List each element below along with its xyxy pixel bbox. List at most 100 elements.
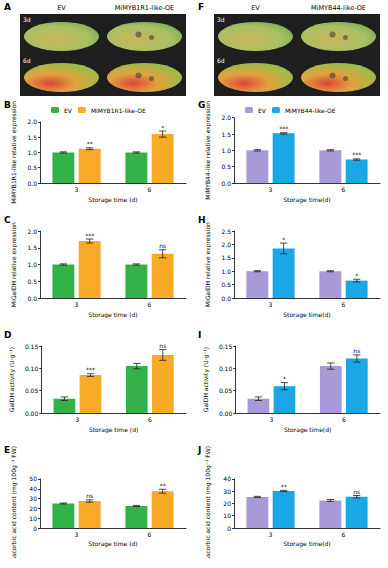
svg-text:6: 6 (342, 301, 346, 308)
svg-text:6: 6 (148, 416, 152, 423)
svg-text:3: 3 (75, 186, 79, 193)
svg-text:3d: 3d (217, 16, 225, 23)
svg-text:***: *** (86, 366, 95, 373)
svg-text:Storage time (d): Storage time (d) (89, 426, 138, 434)
svg-text:0.5: 0.5 (221, 281, 231, 288)
svg-text:10: 10 (223, 512, 231, 519)
svg-text:I: I (198, 330, 201, 340)
svg-text:MiMYB1R1-like-OE: MiMYB1R1-like-OE (91, 107, 146, 114)
svg-text:***: *** (352, 151, 361, 158)
svg-text:*: * (161, 124, 164, 131)
svg-text:1.0: 1.0 (221, 147, 231, 154)
svg-text:MiMYB44-like relative expressi: MiMYB44-like relative expression (204, 101, 212, 200)
svg-text:Storage time (d): Storage time (d) (88, 311, 137, 319)
svg-text:3: 3 (269, 301, 273, 308)
svg-text:0.0: 0.0 (27, 295, 37, 302)
svg-text:***: *** (85, 232, 94, 239)
svg-text:1.5: 1.5 (221, 254, 231, 261)
svg-text:6d: 6d (23, 57, 31, 64)
svg-text:30: 30 (29, 495, 37, 502)
svg-text:0.5: 0.5 (27, 278, 37, 285)
svg-text:Storage time (d): Storage time (d) (88, 196, 137, 204)
svg-text:1.5: 1.5 (27, 134, 37, 141)
svg-text:Ascorbic acid content (mg·100g: Ascorbic acid content (mg·100g⁻¹ FW) (10, 446, 18, 558)
svg-text:1.5: 1.5 (27, 244, 37, 251)
svg-text:6: 6 (342, 186, 346, 193)
svg-text:ns: ns (159, 242, 166, 249)
svg-text:ns: ns (353, 488, 360, 495)
svg-text:3: 3 (76, 416, 80, 423)
svg-text:1.5: 1.5 (221, 131, 231, 138)
svg-text:6: 6 (148, 301, 152, 308)
svg-text:0.05: 0.05 (219, 387, 233, 394)
svg-text:Storage time(d): Storage time(d) (283, 540, 330, 548)
svg-text:Storage time(d): Storage time(d) (284, 426, 331, 434)
svg-text:1.0: 1.0 (27, 261, 37, 268)
svg-text:GalDH activity (U·g⁻¹): GalDH activity (U·g⁻¹) (8, 347, 16, 412)
svg-text:D: D (4, 330, 11, 340)
svg-text:EV: EV (57, 4, 66, 12)
svg-text:*: * (283, 375, 286, 382)
svg-text:**: ** (87, 140, 93, 147)
svg-text:6: 6 (148, 186, 152, 193)
svg-text:0.10: 0.10 (25, 365, 39, 372)
svg-text:EV: EV (258, 107, 267, 114)
svg-text:0: 0 (33, 525, 37, 532)
svg-text:2.5: 2.5 (221, 228, 231, 235)
svg-text:**: ** (160, 482, 166, 489)
svg-text:10: 10 (29, 515, 37, 522)
svg-text:50: 50 (29, 475, 37, 482)
svg-text:3: 3 (270, 416, 274, 423)
svg-text:3: 3 (269, 531, 273, 538)
svg-text:ns: ns (86, 492, 93, 499)
svg-text:20: 20 (223, 500, 231, 507)
svg-text:0.05: 0.05 (25, 387, 39, 394)
svg-text:*: * (282, 236, 285, 243)
svg-text:1.0: 1.0 (27, 149, 37, 156)
svg-text:EV: EV (64, 107, 73, 114)
svg-text:1.0: 1.0 (221, 268, 231, 275)
svg-text:3: 3 (75, 301, 79, 308)
svg-text:30: 30 (223, 488, 231, 495)
svg-text:Storage time(d): Storage time(d) (283, 311, 330, 319)
svg-text:0.00: 0.00 (219, 410, 233, 417)
svg-text:40: 40 (29, 485, 37, 492)
svg-text:20: 20 (29, 505, 37, 512)
svg-text:0.15: 0.15 (25, 343, 39, 350)
svg-text:EV: EV (251, 4, 260, 12)
svg-text:MiMYB1R1-like relative express: MiMYB1R1-like relative expression (10, 101, 18, 204)
svg-text:*: * (355, 272, 358, 279)
svg-text:MiMYB1R1-like-OE: MiMYB1R1-like-OE (115, 4, 174, 12)
svg-text:2.0: 2.0 (27, 228, 37, 235)
svg-text:0.5: 0.5 (221, 163, 231, 170)
svg-text:MiGalDH relative expression: MiGalDH relative expression (10, 222, 18, 307)
svg-text:MiGalDH relative expression: MiGalDH relative expression (204, 222, 212, 307)
svg-text:0.0: 0.0 (27, 180, 37, 187)
svg-text:ns: ns (353, 347, 360, 354)
svg-text:Storage time(d): Storage time(d) (283, 196, 330, 204)
svg-text:F: F (198, 2, 204, 12)
svg-text:Storage time (d): Storage time (d) (88, 540, 137, 548)
svg-text:6: 6 (148, 531, 152, 538)
svg-text:0.15: 0.15 (219, 343, 233, 350)
svg-text:Ascorbic acid content (mg·100g: Ascorbic acid content (mg·100g⁻¹ FW) (204, 446, 212, 558)
svg-text:**: ** (281, 483, 287, 490)
svg-text:2.0: 2.0 (221, 241, 231, 248)
svg-text:0: 0 (227, 525, 231, 532)
svg-text:0.5: 0.5 (27, 164, 37, 171)
svg-text:GalDH activity (U·g⁻¹): GalDH activity (U·g⁻¹) (202, 347, 210, 412)
svg-text:MiMYB44-like-OE: MiMYB44-like-OE (285, 107, 336, 114)
svg-text:6: 6 (342, 531, 346, 538)
svg-text:0.0: 0.0 (221, 295, 231, 302)
svg-text:MiMYB44-like-OE: MiMYB44-like-OE (311, 4, 366, 12)
svg-text:***: *** (279, 125, 288, 132)
svg-text:6: 6 (342, 416, 346, 423)
svg-text:2.0: 2.0 (221, 114, 231, 121)
svg-text:6d: 6d (217, 57, 225, 64)
svg-text:ns: ns (159, 342, 166, 349)
svg-text:3: 3 (269, 186, 273, 193)
svg-text:J: J (197, 445, 201, 455)
svg-text:3d: 3d (23, 16, 31, 23)
svg-text:2.0: 2.0 (27, 118, 37, 125)
svg-text:0.0: 0.0 (221, 180, 231, 187)
